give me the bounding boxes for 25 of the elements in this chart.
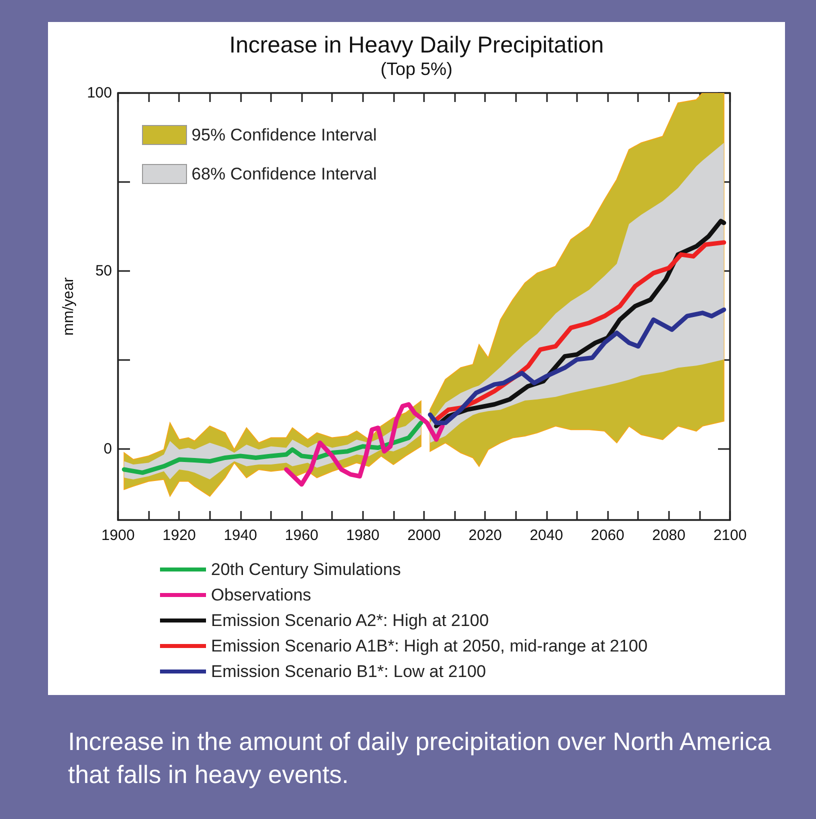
chart-subtitle: (Top 5%) bbox=[380, 59, 453, 79]
legend-label: 95% Confidence Interval bbox=[192, 126, 377, 144]
legend-label: Emission Scenario A1B*: High at 2050, mid-range at 2100 bbox=[211, 636, 648, 656]
y-tick-label: 0 bbox=[104, 440, 112, 458]
legend-label: 68% Confidence Interval bbox=[192, 164, 377, 184]
text: Increase in the amount of daily precipitation over North America that falls in heavy events. bbox=[68, 727, 772, 791]
legend-label: Observations bbox=[211, 586, 312, 604]
x-tick-label: 2060 bbox=[590, 527, 624, 544]
legend-label: Emission Scenario A2*: High at 2100 bbox=[211, 611, 489, 630]
x-tick-label: 1900 bbox=[101, 527, 135, 544]
legend-label: 20th Century Simulations bbox=[211, 560, 401, 579]
x-tick-label: 2040 bbox=[530, 527, 564, 544]
x-tick-label: 2020 bbox=[468, 527, 502, 544]
x-tick-label: 1920 bbox=[162, 527, 196, 544]
x-tick-label: 2080 bbox=[652, 527, 686, 544]
x-tick-label: 2000 bbox=[407, 527, 441, 544]
x-tick-label: 1980 bbox=[346, 527, 380, 544]
y-axis-title: mm/year bbox=[60, 277, 78, 336]
y-tick-label: 100 bbox=[86, 84, 112, 102]
chart-title: Increase in Heavy Daily Precipitation bbox=[229, 32, 604, 58]
legend-label: Emission Scenario B1*: Low at 2100 bbox=[211, 662, 486, 681]
x-tick-label: 1960 bbox=[284, 527, 318, 544]
x-tick-label: 1940 bbox=[224, 527, 258, 544]
y-tick-label: 50 bbox=[95, 262, 112, 280]
x-tick-label: 2100 bbox=[713, 527, 747, 544]
